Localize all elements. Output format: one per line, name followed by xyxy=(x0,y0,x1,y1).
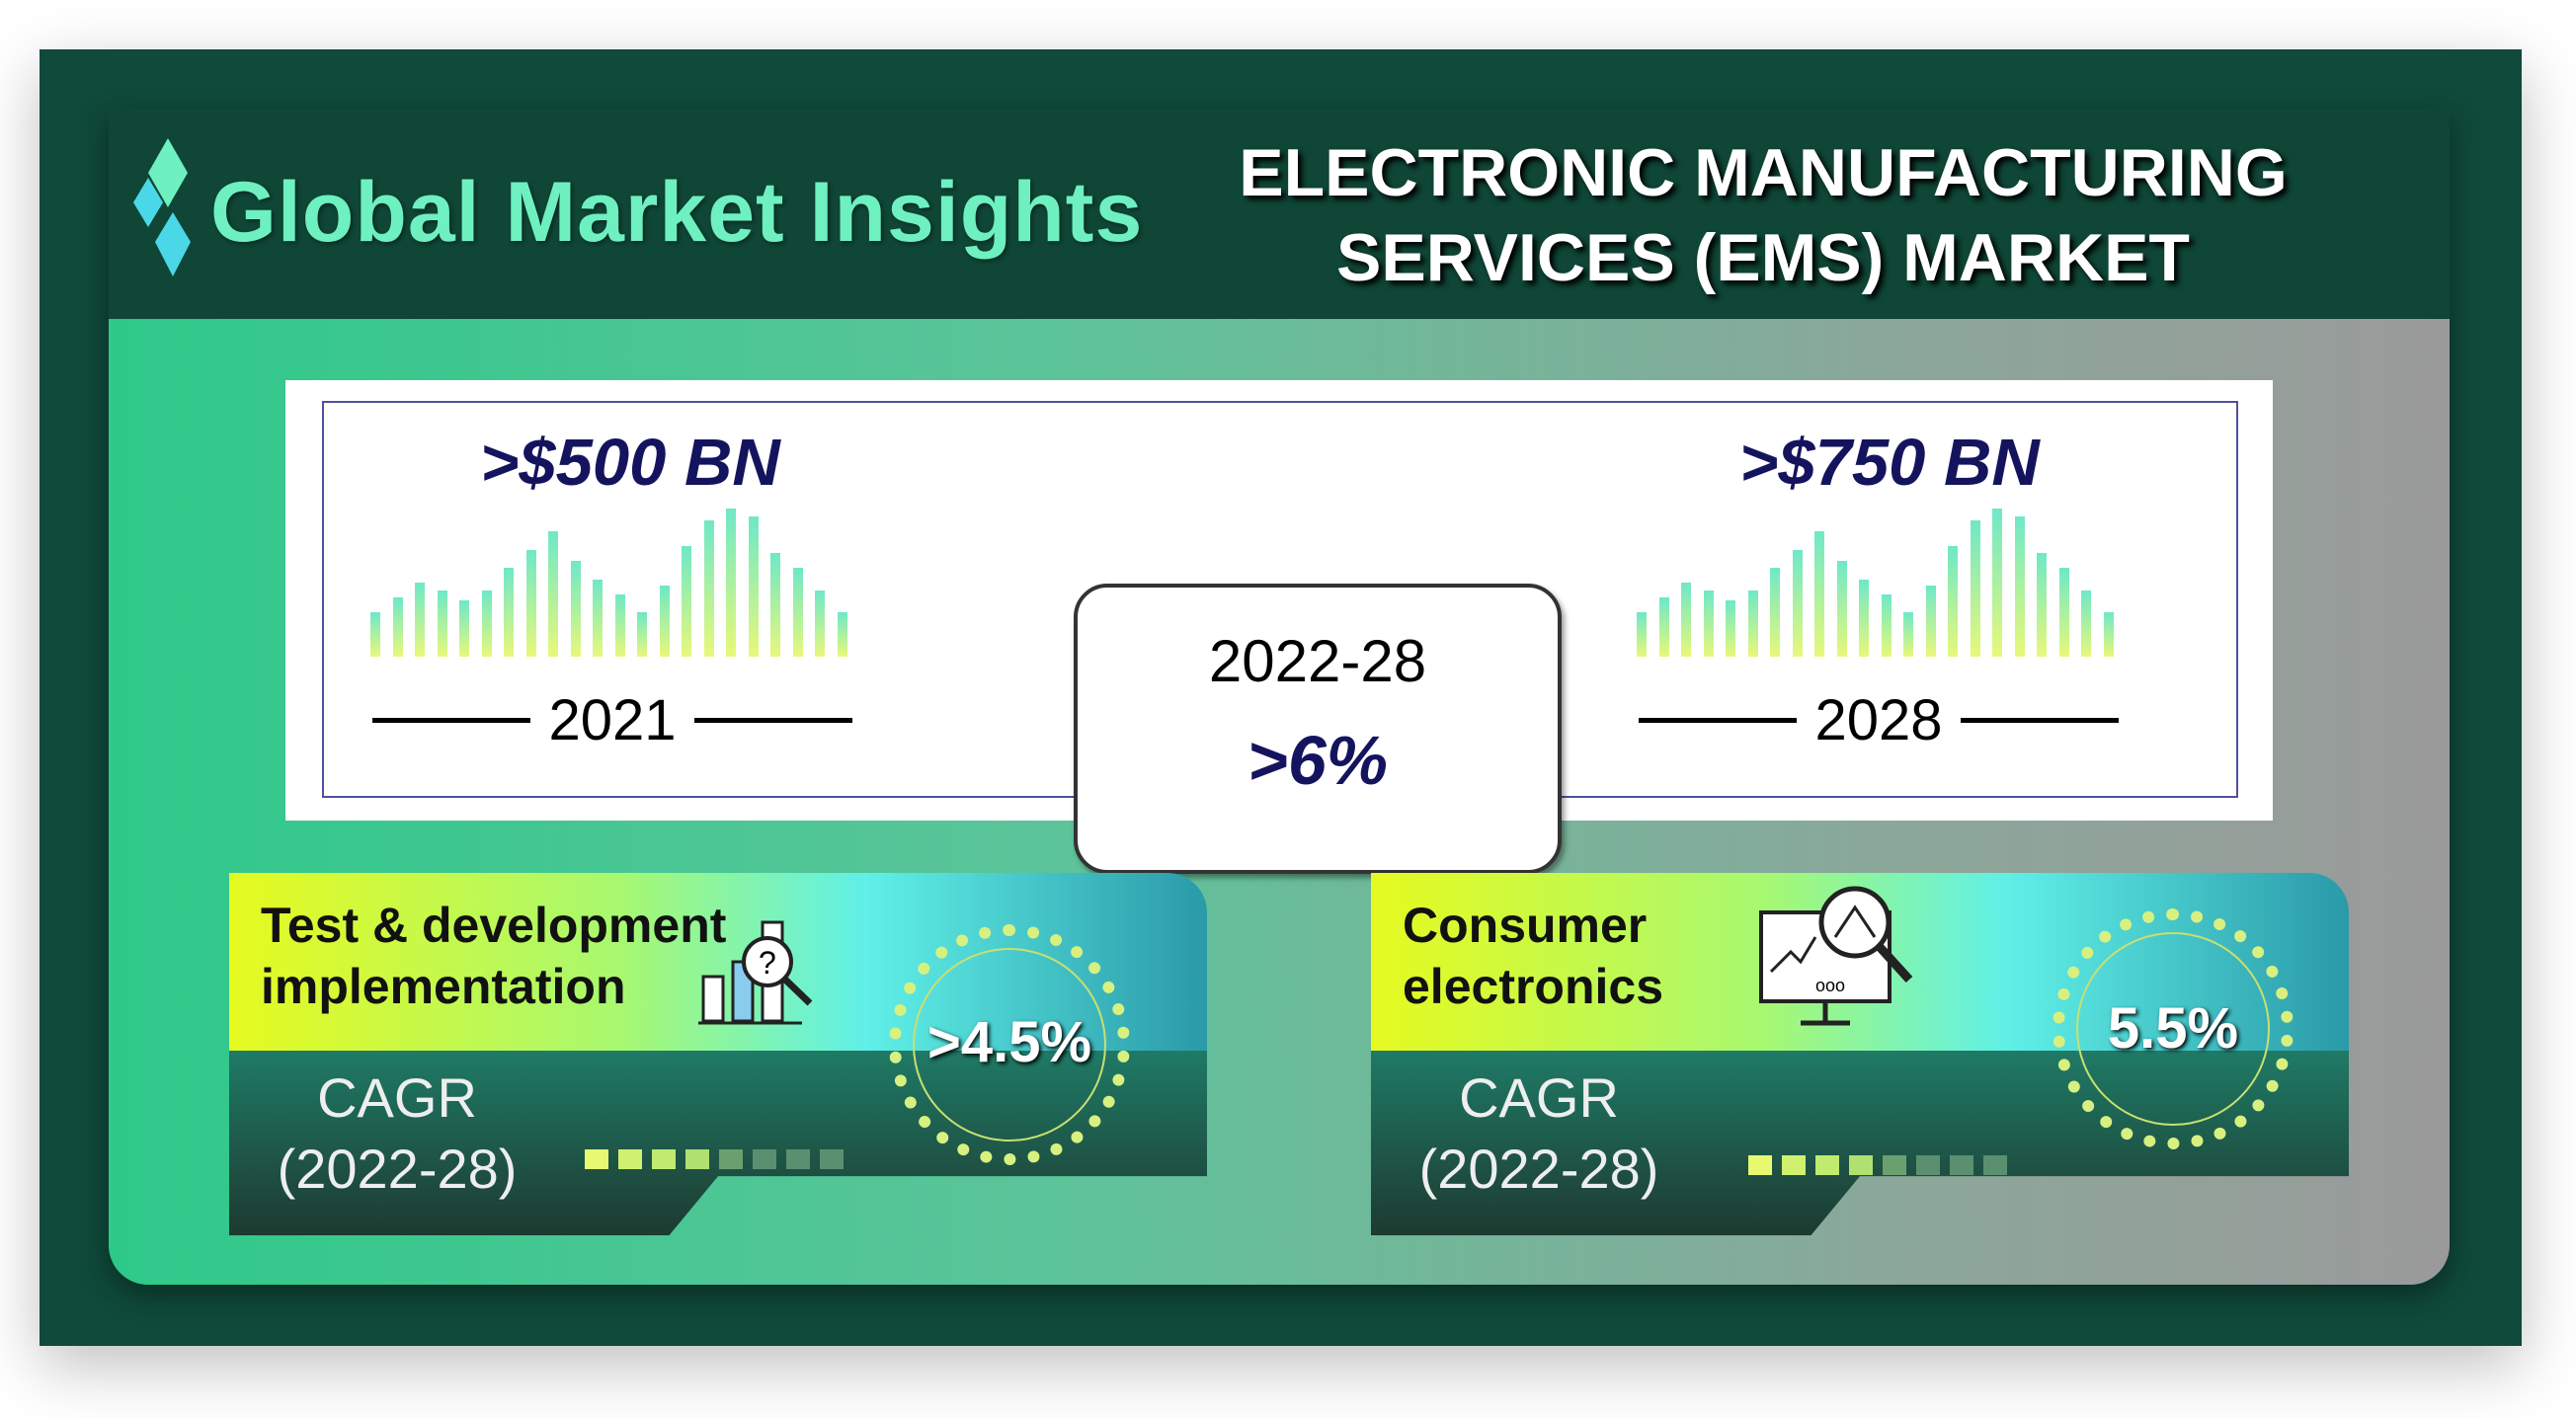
decor-bar xyxy=(748,515,759,657)
decor-bar xyxy=(2081,590,2091,657)
cagr-label: CAGR (2022-28) xyxy=(269,1063,525,1205)
segment-card-consumer-electronics: Consumer electronics ooo CAGR (2022-28) 5.… xyxy=(1371,873,2353,1235)
start-year: 2021 xyxy=(548,687,677,752)
decor-bar xyxy=(415,583,425,657)
divider xyxy=(693,717,852,723)
cagr-period: (2022-28) xyxy=(277,1138,518,1200)
decor-bar xyxy=(792,568,803,657)
end-bars xyxy=(1637,509,2121,657)
label-line-1: Consumer xyxy=(1403,898,1648,953)
page-title: ELECTRONIC MANUFACTURING SERVICES (EMS) … xyxy=(1156,130,2371,300)
decor-bar xyxy=(459,600,469,657)
divider xyxy=(372,717,531,723)
decor-bar xyxy=(659,586,670,657)
end-year: 2028 xyxy=(1814,687,1943,752)
decor-bar xyxy=(815,590,825,657)
decor-bar xyxy=(548,530,558,657)
brand-name: Global Market Insights xyxy=(210,164,1144,260)
header: Global Market Insights ELECTRONIC MANUFA… xyxy=(109,109,2450,319)
start-year-row: 2021 xyxy=(370,685,854,754)
segment-card-test-development: Test & development implementation ? CAGR (… xyxy=(229,873,1211,1235)
decor-bar xyxy=(1903,612,1913,657)
growth-box: 2022-28 >6% xyxy=(1074,584,1562,874)
decor-bar xyxy=(770,553,780,657)
end-value: >$750 BN xyxy=(1739,426,2040,500)
decor-bar xyxy=(525,550,536,657)
decor-bar xyxy=(1881,594,1892,657)
start-value: >$500 BN xyxy=(480,426,780,500)
decor-bar xyxy=(1747,590,1758,657)
end-year-row: 2028 xyxy=(1637,685,2121,754)
start-bars xyxy=(370,509,854,657)
dots-decoration xyxy=(1748,1155,2007,1175)
decor-bar xyxy=(1992,509,2002,657)
decor-bar xyxy=(1770,568,1780,657)
decor-bar xyxy=(1970,520,1980,657)
segment-cagr-value: >4.5% xyxy=(926,1010,1092,1074)
decor-bar xyxy=(570,560,581,657)
label-line-1: Test & development xyxy=(261,898,727,953)
monitor-magnifier-icon: ooo xyxy=(1759,886,1913,1026)
decor-bar xyxy=(2103,612,2114,657)
decor-bar xyxy=(2037,553,2047,657)
chart-magnifier-question-icon: ? xyxy=(698,920,813,1025)
decor-bar xyxy=(1792,550,1803,657)
decor-bar xyxy=(1925,586,1936,657)
title-line-2: SERVICES (EMS) MARKET xyxy=(1336,220,2190,295)
label-line-2: electronics xyxy=(1403,959,1664,1014)
title-line-1: ELECTRONIC MANUFACTURING xyxy=(1239,135,2288,210)
decor-bar xyxy=(370,612,380,657)
cagr-text: CAGR xyxy=(1459,1066,1619,1129)
segment-label: Test & development implementation xyxy=(261,895,726,1017)
logo: Global Market Insights xyxy=(133,138,1143,286)
decor-bar xyxy=(726,509,736,657)
cagr-text: CAGR xyxy=(317,1066,477,1129)
segment-cagr-value: 5.5% xyxy=(2107,996,2239,1061)
market-size-border: >$500 BN 2021 2022-28 >6% >$750 BN 2028 xyxy=(322,401,2238,874)
infographic-panel: Global Market Insights ELECTRONIC MANUFA… xyxy=(109,109,2450,1285)
decor-bar xyxy=(2058,568,2069,657)
decor-bar xyxy=(2014,515,2025,657)
decor-bar xyxy=(1948,545,1958,657)
cagr-label: CAGR (2022-28) xyxy=(1410,1063,1667,1205)
divider xyxy=(1639,717,1798,723)
decor-bar xyxy=(1814,530,1824,657)
decor-bar xyxy=(637,612,647,657)
ring-inner xyxy=(913,948,1106,1142)
decor-bar xyxy=(392,597,403,657)
decor-bar xyxy=(1836,560,1847,657)
cagr-period: (2022-28) xyxy=(1418,1138,1659,1200)
decor-bar xyxy=(1726,600,1735,657)
dots-decoration xyxy=(585,1149,844,1169)
decor-bar xyxy=(682,545,691,657)
decor-bar xyxy=(1681,583,1691,657)
decor-bar xyxy=(504,568,514,657)
decor-bar xyxy=(1859,580,1869,657)
label-line-2: implementation xyxy=(261,959,626,1014)
divider xyxy=(1960,717,2119,723)
decor-bar xyxy=(481,590,492,657)
decor-bar xyxy=(1658,597,1669,657)
svg-text:?: ? xyxy=(759,945,776,981)
decor-bar xyxy=(593,580,603,657)
market-size-box: >$500 BN 2021 2022-28 >6% >$750 BN 2028 xyxy=(285,380,2273,874)
decor-bar xyxy=(1637,612,1647,657)
diamond-logo-icon xyxy=(133,138,191,276)
growth-cagr: >6% xyxy=(1247,722,1389,799)
segment-label: Consumer electronics xyxy=(1403,895,1663,1017)
growth-period: 2022-28 xyxy=(1208,628,1427,694)
decor-bar xyxy=(614,594,625,657)
svg-text:ooo: ooo xyxy=(1815,976,1845,995)
decor-bar xyxy=(703,520,714,657)
decor-bar xyxy=(437,590,447,657)
decor-bar xyxy=(1703,590,1714,657)
decor-bar xyxy=(837,612,847,657)
ring-inner xyxy=(2076,932,2270,1126)
